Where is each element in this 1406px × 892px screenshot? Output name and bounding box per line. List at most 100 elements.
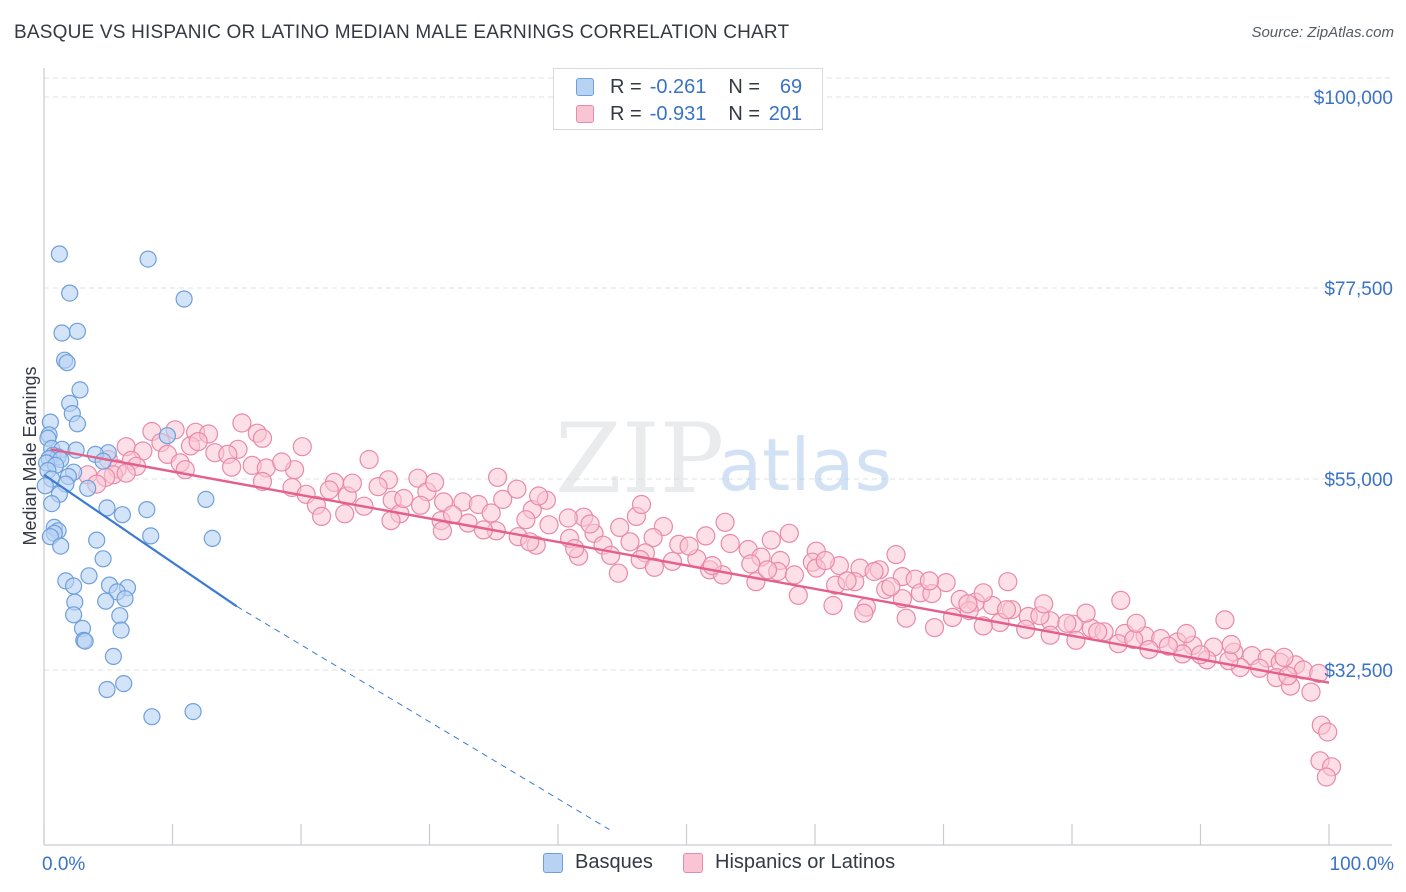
- hispanic-point: [1076, 603, 1096, 623]
- legend-n-value: 69: [779, 75, 803, 98]
- basque-point: [88, 531, 106, 549]
- hispanic-point: [432, 521, 452, 541]
- legend-swatch-hispanics: [683, 852, 703, 873]
- legend-r-value: -0.261: [649, 75, 707, 98]
- hispanic-point: [784, 565, 805, 585]
- basque-point: [61, 284, 79, 302]
- hispanic-point: [481, 503, 501, 523]
- basque-point: [113, 506, 132, 524]
- legend-n-label: N =: [728, 102, 761, 125]
- hispanic-point: [896, 608, 916, 628]
- hispanic-points: [78, 413, 1342, 787]
- hispanic-point: [188, 432, 208, 452]
- hispanic-point: [881, 577, 901, 597]
- basque-point: [64, 577, 83, 595]
- legend-label-basques: Basques: [575, 851, 653, 873]
- basque-point: [104, 647, 123, 666]
- hispanic-point: [696, 526, 716, 546]
- hispanic-point: [919, 571, 940, 591]
- basque-trend-extension: [236, 605, 610, 831]
- hispanic-point: [823, 595, 843, 616]
- basque-point: [98, 680, 116, 699]
- hispanic-point: [620, 532, 640, 552]
- hispanic-point: [1066, 630, 1086, 650]
- basque-point: [68, 322, 87, 340]
- y-axis-title: Median Male Earnings: [20, 366, 40, 545]
- hispanic-point: [565, 538, 585, 559]
- basque-point: [112, 621, 130, 639]
- hispanic-point: [319, 480, 339, 500]
- hispanic-point: [222, 457, 242, 477]
- basque-point: [76, 632, 94, 650]
- basque-point: [52, 537, 70, 555]
- hispanic-point: [507, 479, 527, 499]
- hispanic-point: [292, 437, 312, 457]
- hispanic-point: [610, 517, 630, 538]
- hispanic-point: [788, 585, 808, 605]
- hispanic-point: [644, 557, 665, 577]
- basque-point: [43, 495, 61, 513]
- hispanic-point: [116, 463, 136, 483]
- basque-point: [80, 567, 98, 585]
- basque-point: [98, 499, 116, 517]
- hispanic-point: [924, 617, 945, 638]
- basque-point: [68, 415, 87, 433]
- legend-row-hispanics: R = -0.931 N = 201: [576, 101, 802, 127]
- legend-swatch-basques: [576, 78, 594, 96]
- hispanic-point: [1034, 594, 1054, 614]
- y-tick-label: $100,000: [1314, 88, 1393, 109]
- hispanic-point: [335, 504, 355, 524]
- legend-swatch-basques: [543, 852, 563, 873]
- legend-item-hispanics[interactable]: Hispanics or Latinos: [683, 851, 895, 874]
- basque-points: [36, 245, 221, 726]
- hispanic-point: [368, 477, 388, 497]
- hispanic-point: [854, 603, 874, 623]
- hispanic-trend-line: [50, 448, 1330, 684]
- y-tick-label: $77,500: [1324, 279, 1393, 300]
- x-tick-label-min: 0.0%: [42, 854, 85, 875]
- hispanic-point: [973, 583, 993, 603]
- hispanic-point: [558, 508, 578, 528]
- hispanic-point: [679, 536, 699, 556]
- hispanic-point: [720, 533, 740, 554]
- hispanic-point: [425, 472, 445, 492]
- hispanic-point: [1316, 767, 1337, 787]
- basque-point: [111, 607, 129, 625]
- basque-point: [79, 479, 97, 497]
- y-tick-label: $55,000: [1324, 470, 1393, 491]
- basque-point: [142, 527, 160, 545]
- correlation-legend: R = -0.261 N = 69 R = -0.931 N = 201: [553, 68, 823, 130]
- basque-point: [53, 324, 71, 342]
- legend-row-basques: R = -0.261 N = 69: [576, 74, 802, 100]
- basque-trend-line: [43, 473, 238, 608]
- hispanic-point: [410, 495, 431, 515]
- basque-point: [158, 427, 176, 445]
- hispanic-point: [837, 571, 857, 591]
- hispanic-point: [1158, 636, 1179, 656]
- hispanic-point: [1301, 682, 1321, 702]
- basque-point: [97, 592, 115, 610]
- hispanic-point: [715, 512, 735, 532]
- hispanic-point: [1219, 651, 1239, 671]
- hispanic-point: [1274, 647, 1294, 667]
- hispanic-point: [942, 607, 963, 628]
- hispanic-point: [815, 550, 835, 571]
- x-tick-label-max: 100.0%: [1330, 854, 1395, 875]
- hispanic-point: [1318, 722, 1338, 742]
- basque-point: [116, 590, 134, 608]
- watermark: ZIP atlas: [555, 403, 892, 515]
- hispanic-point: [312, 506, 332, 527]
- hispanic-point: [643, 527, 663, 548]
- hispanic-point: [1126, 613, 1146, 633]
- hispanic-point: [1309, 663, 1329, 684]
- hispanic-point: [1215, 610, 1235, 630]
- hispanic-point: [539, 515, 559, 535]
- basque-point: [138, 501, 156, 519]
- legend-label-hispanics: Hispanics or Latinos: [715, 851, 896, 873]
- basque-point: [94, 452, 112, 470]
- series-legend: Basques Hispanics or Latinos: [0, 851, 1406, 879]
- legend-item-basques[interactable]: Basques: [543, 851, 653, 874]
- hispanic-point: [608, 563, 629, 583]
